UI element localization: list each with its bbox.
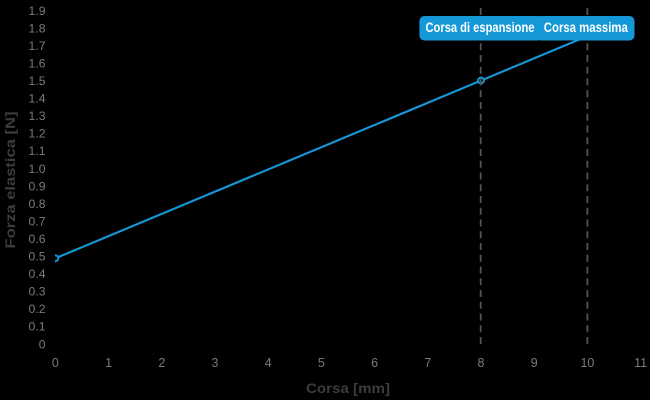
svg-text:1.1: 1.1 [29,144,46,158]
svg-text:0: 0 [52,356,59,370]
svg-text:0.6: 0.6 [29,232,46,246]
svg-text:1.0: 1.0 [29,162,46,176]
svg-text:5: 5 [318,356,325,370]
svg-text:0.5: 0.5 [29,250,46,264]
svg-text:11: 11 [634,356,647,370]
svg-text:1: 1 [105,356,112,370]
svg-text:Forza elastica [N]: Forza elastica [N] [2,112,18,249]
svg-text:4: 4 [265,356,272,370]
svg-text:0.1: 0.1 [29,320,46,334]
svg-text:0.7: 0.7 [29,214,46,228]
svg-text:1.6: 1.6 [29,57,46,71]
svg-text:1.9: 1.9 [29,4,46,18]
svg-text:0.9: 0.9 [29,179,46,193]
svg-text:0: 0 [39,337,46,351]
svg-text:7: 7 [424,356,431,370]
svg-text:Corsa massima: Corsa massima [544,20,628,35]
svg-text:0.3: 0.3 [29,285,46,299]
svg-text:0.2: 0.2 [29,302,46,316]
svg-text:10: 10 [580,356,594,370]
svg-text:Corsa di espansione: Corsa di espansione [426,20,535,35]
svg-text:1.3: 1.3 [29,109,46,123]
svg-text:8: 8 [478,356,485,370]
svg-text:2: 2 [158,356,165,370]
svg-text:1.8: 1.8 [29,21,46,35]
svg-text:1.2: 1.2 [29,127,46,141]
svg-text:6: 6 [371,356,378,370]
svg-text:1.4: 1.4 [29,92,46,106]
svg-text:0.8: 0.8 [29,197,46,211]
svg-text:0.4: 0.4 [29,267,46,281]
svg-text:1.7: 1.7 [29,39,46,53]
svg-text:Corsa [mm]: Corsa [mm] [306,380,390,396]
svg-text:3: 3 [212,356,219,370]
svg-text:1.5: 1.5 [29,74,46,88]
svg-text:9: 9 [531,356,538,370]
